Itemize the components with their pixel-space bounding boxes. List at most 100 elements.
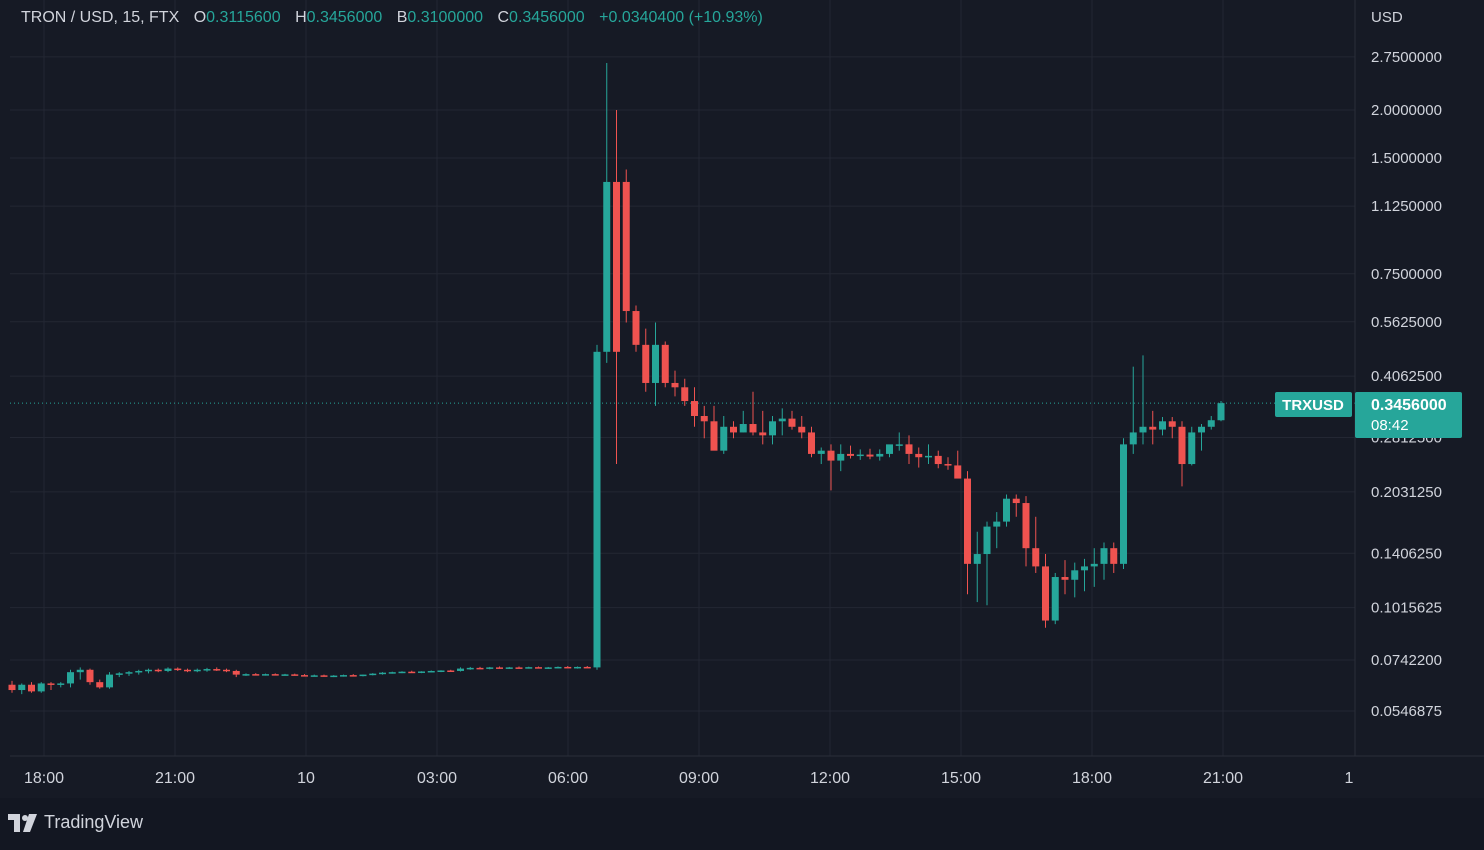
candle-body	[57, 683, 65, 685]
time-tick-label: 09:00	[679, 770, 719, 787]
candle	[1100, 542, 1108, 580]
candle	[1207, 415, 1215, 430]
candle-body	[164, 668, 172, 671]
candle	[915, 447, 923, 468]
candle	[788, 410, 796, 430]
candle	[1120, 438, 1127, 569]
price-axis-currency: USD	[1371, 9, 1403, 26]
candle	[671, 370, 679, 397]
candle	[486, 666, 494, 670]
candle	[359, 674, 367, 677]
candle	[574, 666, 581, 669]
candle	[593, 344, 601, 670]
candle	[544, 666, 552, 669]
candle-body	[125, 672, 133, 674]
time-tick-label: 10	[297, 770, 315, 787]
candle-body	[320, 675, 328, 677]
candle	[993, 512, 1001, 549]
candle-body	[925, 455, 932, 458]
candle	[496, 666, 503, 669]
candle	[554, 666, 562, 669]
candle-body	[476, 667, 484, 670]
candle-body	[1090, 563, 1098, 567]
candle	[174, 667, 182, 671]
low-label: B	[396, 9, 408, 26]
candle-body	[983, 526, 991, 555]
candlestick-chart[interactable]: USD 2.7500000 2.0000000 1.5000000 1.1250000…	[0, 0, 1484, 798]
candle-body	[301, 675, 308, 677]
candle	[739, 410, 747, 433]
candle-body	[242, 674, 250, 676]
candle-body	[593, 351, 601, 668]
candle	[408, 670, 416, 674]
change-value: +0.0340400 (+10.93%)	[599, 9, 763, 26]
candle-body	[437, 670, 445, 672]
price-tick-label: 2.7500000	[1371, 49, 1442, 66]
candle-body	[1012, 498, 1020, 504]
candle	[447, 669, 455, 672]
candle	[379, 672, 386, 675]
candle-body	[720, 426, 728, 451]
candle	[154, 668, 162, 673]
candle-body	[749, 424, 757, 433]
candle	[1032, 516, 1040, 573]
candle-body	[515, 667, 523, 669]
candle	[369, 673, 377, 676]
candle-body	[1198, 426, 1205, 433]
candle	[934, 450, 942, 469]
candle	[437, 670, 445, 673]
candle-body	[1051, 577, 1059, 621]
candle	[28, 682, 35, 693]
candle-body	[973, 554, 981, 564]
candle-body	[1159, 421, 1166, 430]
candle-body	[886, 444, 893, 454]
time-axis[interactable]: 18:00 21:00 10 03:00 06:00 09:00 12:00 15:00 18:…	[24, 770, 1354, 787]
candle	[769, 415, 776, 445]
candle-body	[496, 667, 503, 669]
tradingview-logo[interactable]: TradingView	[8, 812, 143, 833]
candle-body	[730, 426, 737, 433]
candle	[184, 668, 191, 673]
candle	[476, 666, 484, 670]
candle-body	[1071, 570, 1079, 580]
candle-body	[18, 684, 26, 691]
candle	[720, 415, 728, 454]
candle-body	[876, 453, 884, 457]
candle-body	[505, 667, 513, 669]
candle-body	[8, 684, 16, 691]
candle-body	[769, 421, 776, 436]
candle-body	[905, 444, 913, 454]
candle	[135, 669, 143, 675]
chart-area[interactable]: USD 2.7500000 2.0000000 1.5000000 1.1250000…	[0, 0, 1484, 798]
candle	[1022, 496, 1030, 567]
candle-body	[964, 478, 971, 564]
candle-body	[310, 675, 318, 677]
candle	[1003, 494, 1010, 527]
candles	[8, 63, 1225, 695]
candle-body	[934, 455, 942, 465]
candle-body	[866, 454, 874, 457]
candle-body	[544, 667, 552, 669]
candle	[1071, 562, 1079, 598]
candle	[827, 444, 835, 491]
candle-body	[1081, 566, 1088, 571]
time-tick-label: 21:00	[1203, 770, 1243, 787]
candle	[564, 666, 572, 669]
candle	[291, 673, 299, 676]
candle-body	[262, 674, 269, 676]
high-label: H	[295, 9, 307, 26]
candle	[1081, 558, 1088, 592]
candle	[749, 391, 757, 436]
candle-body	[349, 675, 357, 677]
candle	[1139, 355, 1147, 445]
candle-body	[661, 344, 669, 383]
candle-body	[915, 453, 923, 458]
symbol-title: TRON / USD, 15, FTX	[21, 9, 180, 26]
candle	[320, 674, 328, 677]
candle-body	[642, 344, 650, 383]
candle	[164, 667, 172, 673]
candle-body	[193, 669, 201, 672]
candle-body	[47, 683, 55, 685]
candle	[1042, 554, 1049, 628]
price-axis[interactable]: 2.7500000 2.0000000 1.5000000 1.1250000 0.75…	[1371, 49, 1442, 720]
